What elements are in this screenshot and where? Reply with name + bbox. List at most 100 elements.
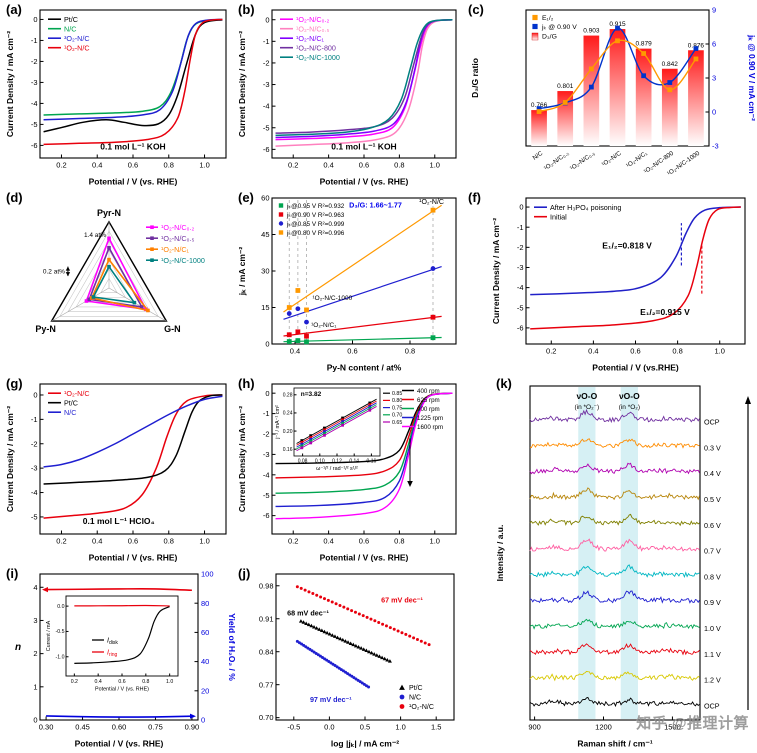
svg-text:-4: -4 — [517, 283, 524, 292]
svg-text:0.2: 0.2 — [546, 347, 556, 356]
svg-text:¹O₂-N/C-800: ¹O₂-N/C-800 — [296, 44, 336, 53]
svg-text:-2: -2 — [31, 57, 38, 66]
svg-text:-4: -4 — [31, 488, 38, 497]
svg-text:-2: -2 — [263, 430, 270, 439]
svg-text:0.0: 0.0 — [57, 604, 64, 610]
svg-text:0.2: 0.2 — [56, 161, 66, 170]
svg-text:-1: -1 — [517, 223, 524, 232]
svg-text:0.08: 0.08 — [298, 459, 308, 465]
svg-text:-3: -3 — [517, 263, 524, 272]
svg-text:1500: 1500 — [664, 723, 681, 732]
svg-text:¹O₂-N/C₀.₅: ¹O₂-N/C₀.₅ — [569, 150, 597, 173]
svg-text:0.6: 0.6 — [630, 347, 640, 356]
panel-a: (a) 0.2 0.4 0.6 0.8 1.0 0 -1 -2 -3 -4 -5 -6 Potential… — [4, 2, 234, 188]
svg-text:OCP: OCP — [704, 702, 720, 711]
svg-text:νO-O: νO-O — [619, 391, 640, 401]
svg-text:0.4: 0.4 — [95, 679, 102, 685]
panel-e: (e) 0.4 0.6 0.8 0 15 30 45 60 Py-N content / at% j… — [236, 190, 464, 374]
panel-f-label: (f) — [468, 190, 481, 205]
svg-text:¹O₂-N/C-1000: ¹O₂-N/C-1000 — [296, 53, 340, 62]
svg-text:-6: -6 — [517, 323, 524, 332]
svg-text:0.90: 0.90 — [185, 723, 200, 732]
svg-text:0.70: 0.70 — [392, 413, 402, 419]
svg-text:Pt/C: Pt/C — [64, 15, 78, 24]
svg-text:-5: -5 — [263, 123, 270, 132]
svg-text:625 rpm: 625 rpm — [417, 397, 440, 404]
panel-j-label: (j) — [238, 566, 251, 581]
watermark-text: 知乎 @推理计算 — [636, 715, 749, 732]
svg-text:0.80: 0.80 — [392, 398, 402, 404]
svg-text:0: 0 — [265, 340, 269, 349]
svg-text:-5: -5 — [263, 491, 270, 500]
svg-text:1.0: 1.0 — [199, 161, 209, 170]
svg-text:0.12: 0.12 — [332, 459, 342, 465]
svg-text:jₖ @ 0.90 V / mA cm⁻²: jₖ @ 0.90 V / mA cm⁻² — [747, 34, 757, 121]
svg-text:30: 30 — [261, 267, 269, 276]
svg-text:900 rpm: 900 rpm — [417, 406, 440, 413]
svg-text:0.30: 0.30 — [39, 723, 54, 732]
svg-text:-4: -4 — [263, 470, 270, 479]
svg-text:0.85: 0.85 — [392, 391, 402, 397]
svg-text:1200: 1200 — [595, 723, 612, 732]
svg-text:0.4: 0.4 — [92, 537, 102, 546]
svg-text:j⁻¹ / mA⁻¹ cm²: j⁻¹ / mA⁻¹ cm² — [275, 405, 281, 440]
svg-text:N/C: N/C — [64, 408, 76, 417]
svg-text:100: 100 — [201, 570, 214, 579]
panel-a-label: (a) — [6, 2, 22, 17]
svg-text:0.2: 0.2 — [56, 537, 66, 546]
svg-text:0.45: 0.45 — [75, 723, 90, 732]
svg-text:6: 6 — [712, 40, 716, 49]
svg-text:45: 45 — [261, 230, 269, 239]
svg-text:0.801: 0.801 — [557, 83, 574, 90]
panel-b-chart: 0.2 0.4 0.6 0.8 1.0 0 -1 -2 -3 -4 -5 -6 Potential / … — [237, 9, 457, 187]
svg-text:0.2: 0.2 — [71, 679, 78, 685]
svg-text:15: 15 — [261, 303, 269, 312]
svg-text:-5: -5 — [31, 120, 38, 129]
svg-text:0: 0 — [519, 203, 523, 212]
svg-text:¹O₂-N/C-1000: ¹O₂-N/C-1000 — [161, 256, 205, 265]
svg-text:¹O₂-N/C₀.₅: ¹O₂-N/C₀.₅ — [296, 25, 330, 34]
svg-text:0: 0 — [712, 108, 716, 117]
svg-text:jₖ@0.80 V R²=0.996: jₖ@0.80 V R²=0.996 — [286, 230, 345, 237]
svg-text:0.91: 0.91 — [259, 614, 274, 623]
panel-j-chart: -0.5 0.0 0.5 1.0 1.5 0.70 0.77 0.84 0.91 0.98 log … — [259, 573, 455, 749]
svg-text:0.4: 0.4 — [323, 537, 333, 546]
svg-text:67 mV dec⁻¹: 67 mV dec⁻¹ — [381, 596, 423, 605]
svg-text:Potential / V (vs. RHE): Potential / V (vs. RHE) — [320, 177, 409, 187]
svg-text:Pyr-N: Pyr-N — [97, 208, 121, 218]
svg-text:0.24: 0.24 — [283, 411, 293, 417]
svg-text:0.8: 0.8 — [164, 161, 174, 170]
svg-text:Intensity / a.u.: Intensity / a.u. — [495, 525, 505, 582]
svg-text:-4: -4 — [263, 102, 270, 111]
svg-text:Raman shift / cm⁻¹: Raman shift / cm⁻¹ — [577, 739, 653, 749]
svg-text:0.9 V: 0.9 V — [704, 598, 721, 607]
svg-text:-5: -5 — [517, 303, 524, 312]
svg-text:N/C: N/C — [531, 150, 544, 162]
svg-text:1.0: 1.0 — [430, 537, 440, 546]
svg-text:1600 rpm: 1600 rpm — [417, 424, 443, 431]
svg-text:¹O₂-N/C₀.₅: ¹O₂-N/C₀.₅ — [161, 234, 195, 243]
panel-f: (f) 0.2 0.4 0.6 0.8 1.0 0 -1 -2 -3 -4 -5 -6 Potential… — [466, 190, 755, 374]
svg-text:Potential / V (vs. RHE): Potential / V (vs. RHE) — [75, 739, 164, 749]
svg-text:0.4 V: 0.4 V — [704, 469, 721, 478]
svg-text:¹O₂-N/C: ¹O₂-N/C — [419, 199, 444, 206]
svg-text:1.1 V: 1.1 V — [704, 650, 721, 659]
svg-text:0.6: 0.6 — [118, 679, 125, 685]
svg-text:0.8 V: 0.8 V — [704, 572, 721, 581]
svg-text:3: 3 — [712, 74, 716, 83]
svg-text:0.65: 0.65 — [392, 420, 402, 426]
svg-text:n=3.82: n=3.82 — [301, 391, 322, 398]
svg-text:1225 rpm: 1225 rpm — [417, 415, 443, 422]
panel-f-chart: 0.2 0.4 0.6 0.8 1.0 0 -1 -2 -3 -4 -5 -6 Potential / … — [491, 197, 746, 373]
svg-text:0.84: 0.84 — [259, 647, 274, 656]
svg-text:¹O₂-N/C: ¹O₂-N/C — [64, 44, 90, 53]
panel-h-label: (h) — [238, 376, 255, 391]
svg-text:97 mV dec⁻¹: 97 mV dec⁻¹ — [310, 695, 352, 704]
svg-text:-3: -3 — [31, 464, 38, 473]
svg-text:0: 0 — [33, 716, 37, 725]
svg-text:0.766: 0.766 — [531, 102, 548, 109]
svg-text:0.70: 0.70 — [259, 713, 274, 722]
svg-text:20: 20 — [201, 686, 209, 695]
svg-text:-6: -6 — [263, 511, 270, 520]
svg-text:Potential / V (vs. RHE): Potential / V (vs. RHE) — [95, 687, 149, 693]
